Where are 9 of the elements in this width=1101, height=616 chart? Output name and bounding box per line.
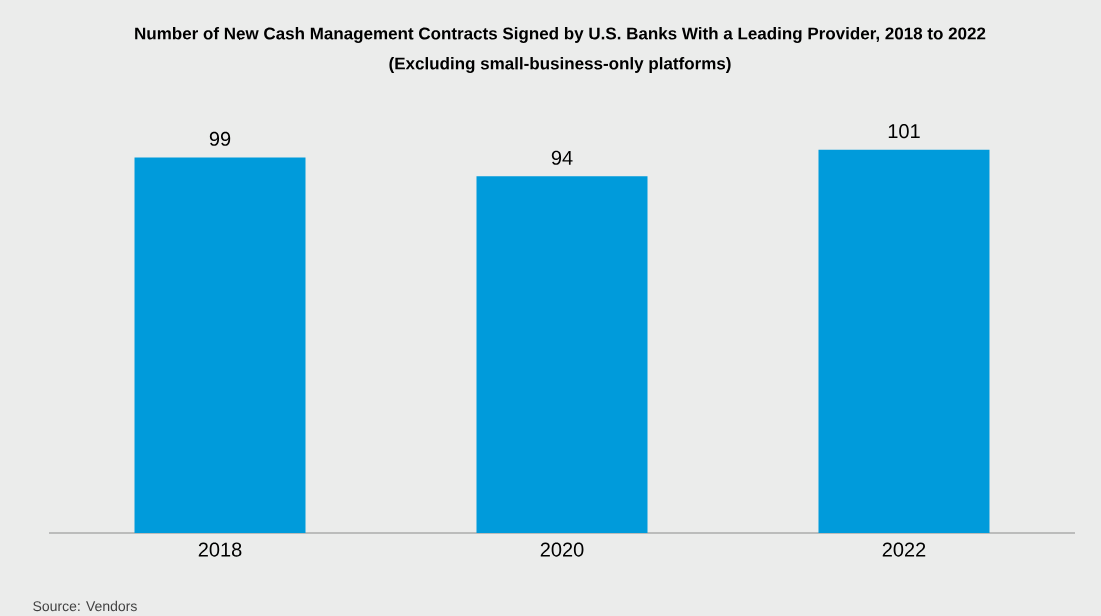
data-label: 99 <box>209 131 231 146</box>
source-note: Source: Vendors <box>33 600 137 612</box>
x-tick-label: 2020 <box>540 542 584 557</box>
data-label: 94 <box>551 150 573 165</box>
x-tick-label: 2022 <box>882 542 926 557</box>
chart-subtitle: (Excluding small-business-only platforms) <box>389 57 731 73</box>
data-label: 101 <box>888 124 920 139</box>
x-tick-label: 2018 <box>198 542 242 557</box>
chart-title: Number of New Cash Management Contracts Signed by U.S. Banks With a Leading Provider, 2018 to 2022 <box>135 27 986 43</box>
